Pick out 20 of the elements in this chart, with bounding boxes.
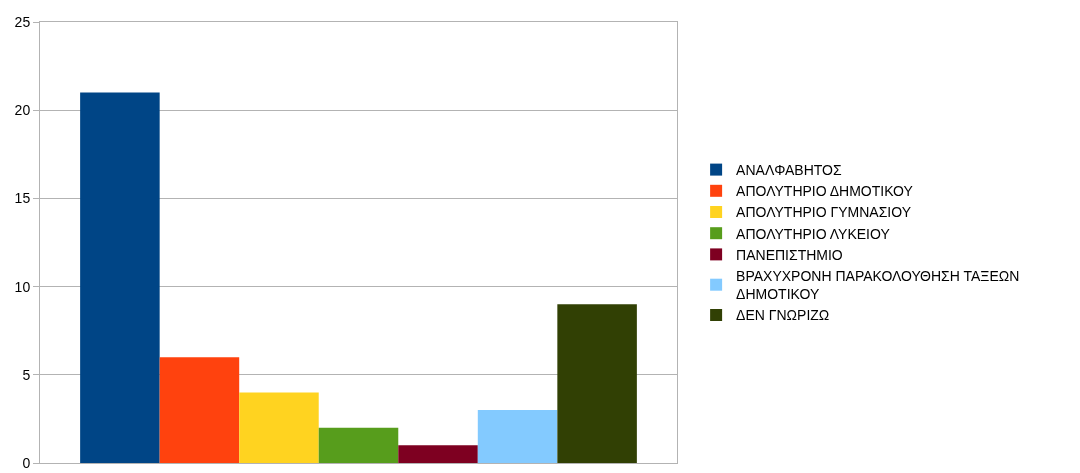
bar bbox=[239, 392, 319, 463]
y-tick-label: 0 bbox=[22, 454, 31, 471]
bar bbox=[159, 357, 240, 463]
legend-label: ΠΑΝΕΠΙΣΤΗΜΙΟ bbox=[736, 246, 843, 263]
y-tick-label: 5 bbox=[22, 366, 31, 383]
legend-label: ΑΝΑΛΦΑΒΗΤΟΣ bbox=[736, 162, 842, 179]
y-tick-label: 15 bbox=[14, 190, 31, 207]
legend-label: ΑΠΟΛΥΤΗΡΙΟ ΓΥΜΝΑΣΙΟΥ bbox=[736, 204, 912, 221]
y-tick-label: 10 bbox=[14, 278, 31, 295]
legend-label: ΑΠΟΛΥΤΗΡΙΟ ΔΗΜΟΤΙΚΟΥ bbox=[736, 183, 914, 200]
bar bbox=[318, 427, 399, 463]
legend-label: ΔΕΝ ΓΝΩΡΙΖΩ bbox=[736, 307, 830, 324]
bar bbox=[477, 410, 558, 463]
bar bbox=[557, 304, 637, 463]
y-tick-label: 20 bbox=[14, 102, 31, 119]
y-tick-label: 25 bbox=[14, 13, 31, 30]
bar bbox=[80, 92, 160, 463]
bar bbox=[398, 445, 478, 463]
legend-label: ΒΡΑΧΥΧΡΟΝΗ ΠΑΡΑΚΟΛΟΥΘΗΣΗ ΤΑΞΕΩΝ ΔΗΜΟΤΙΚΟΥ bbox=[736, 268, 1020, 303]
legend-label: ΑΠΟΛΥΤΗΡΙΟ ΛΥΚΕΙΟΥ bbox=[736, 225, 891, 242]
